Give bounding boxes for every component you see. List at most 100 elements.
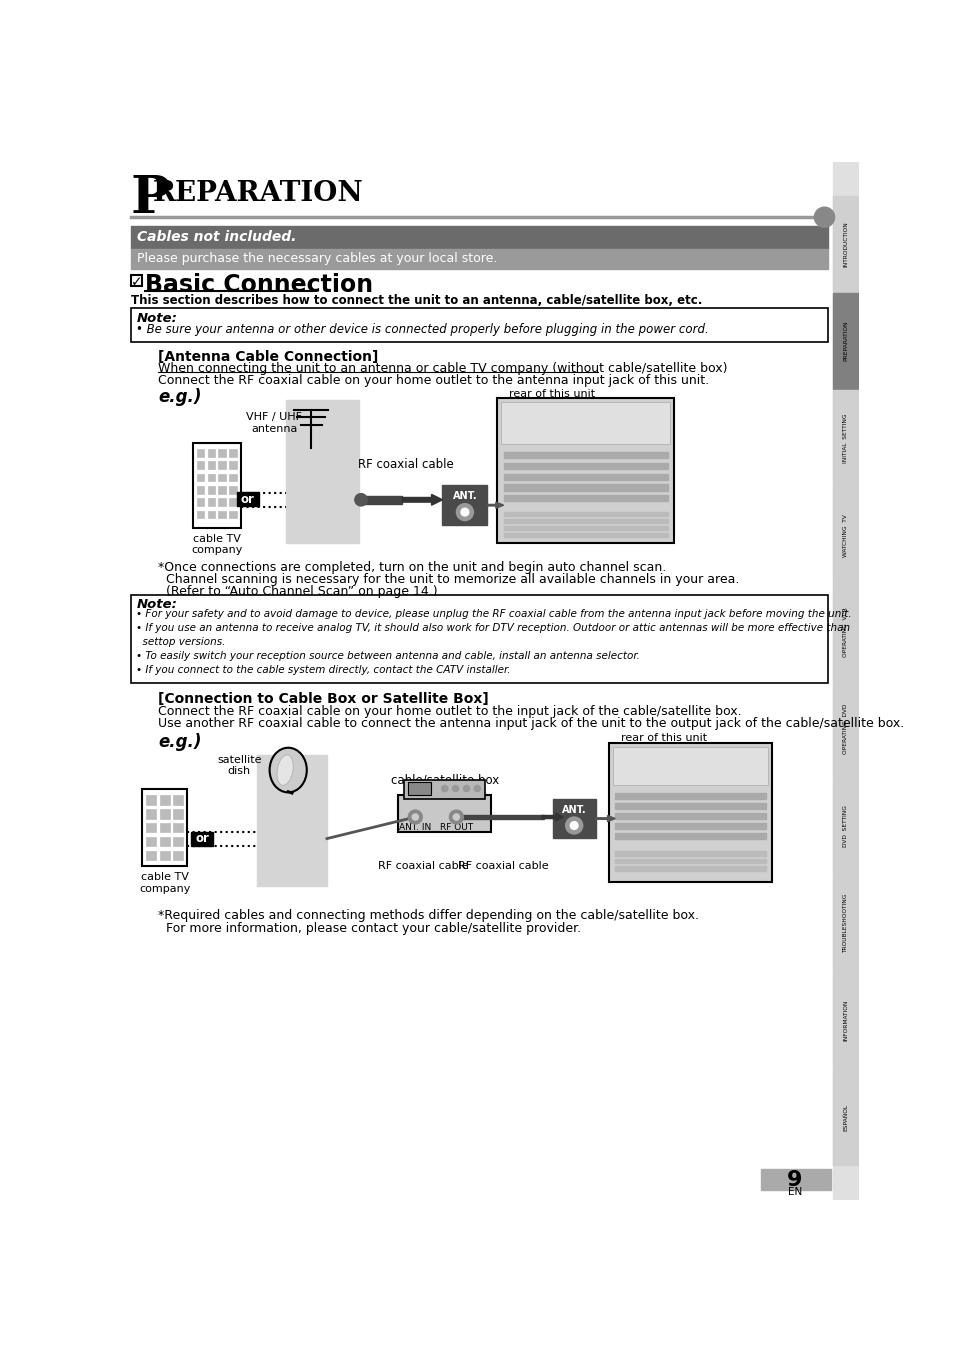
Bar [503,526,667,530]
Bar [832,972,858,1068]
Bar [131,309,827,342]
Text: RF coaxial cable: RF coaxial cable [457,861,548,871]
Text: When connecting the unit to an antenna or cable TV company (without cable/satell: When connecting the unit to an antenna o… [158,363,727,375]
Bar [503,532,667,537]
Bar [172,795,183,805]
Text: TROUBLESHOOTING: TROUBLESHOOTING [842,894,847,953]
Bar [218,461,226,469]
Bar [612,747,767,786]
Bar [832,875,858,971]
Circle shape [412,814,418,820]
Text: *Required cables and connecting methods differ depending on the cable/satellite : *Required cables and connecting methods … [158,909,699,922]
Text: REPARATION: REPARATION [152,181,363,208]
Bar [218,499,226,506]
Bar [159,824,170,833]
Bar [615,867,765,871]
Bar [172,851,183,860]
Text: Basic Connection: Basic Connection [145,274,373,298]
Bar [131,275,142,286]
Bar [208,461,215,469]
Bar [196,461,204,469]
Bar [146,824,156,833]
Bar [503,473,667,480]
Text: 9: 9 [786,1170,801,1190]
Bar [407,782,431,795]
Bar [192,832,213,845]
Bar [146,851,156,860]
Bar [832,487,858,582]
Text: RF OUT: RF OUT [439,824,473,832]
Text: This section describes how to connect the unit to an antenna, cable/satellite bo: This section describes how to connect th… [131,294,701,307]
Ellipse shape [270,748,307,793]
Bar [608,743,771,882]
Text: e.g.): e.g.) [158,388,201,406]
Text: For more information, please contact your cable/satellite provider.: For more information, please contact you… [158,922,580,934]
Bar [229,473,236,481]
Bar [442,485,487,526]
Text: Note:: Note: [136,311,177,325]
Text: INITIAL  SETTING: INITIAL SETTING [842,414,847,462]
Bar [208,449,215,457]
Bar [832,778,858,874]
FancyArrow shape [541,813,562,821]
Text: WATCHING  TV: WATCHING TV [842,514,847,557]
Circle shape [814,208,834,228]
Circle shape [452,786,458,791]
Bar [131,249,827,268]
Bar [503,512,667,516]
Bar [503,519,667,523]
Bar [218,449,226,457]
Bar [832,584,858,679]
Text: • For your safety and to avoid damage to device, please unplug the RF coaxial ca: • For your safety and to avoid damage to… [136,609,851,619]
Bar [832,390,858,485]
Bar [497,398,674,543]
Bar [208,473,215,481]
Text: ESPAÑOL: ESPAÑOL [842,1104,847,1131]
Text: *Once connections are completed, turn on the unit and begin auto channel scan.: *Once connections are completed, turn on… [158,561,665,574]
Bar [229,449,236,457]
Bar [196,473,204,481]
Bar [208,499,215,506]
Bar [229,461,236,469]
Bar [172,837,183,847]
Text: [Connection to Cable Box or Satellite Box]: [Connection to Cable Box or Satellite Bo… [158,692,488,705]
Text: Note:: Note: [136,599,177,612]
Bar [359,496,402,504]
Bar [146,837,156,847]
FancyArrow shape [402,495,442,506]
Bar [257,755,327,886]
Bar [615,813,765,818]
Bar [229,511,236,518]
Text: P: P [131,174,171,224]
Text: INFORMATION: INFORMATION [842,1000,847,1041]
Text: e.g.): e.g.) [158,733,201,751]
Bar [142,790,187,867]
Bar [832,293,858,390]
Text: (Refer to “Auto Channel Scan” on page 14.): (Refer to “Auto Channel Scan” on page 14… [158,585,437,599]
Text: • If you use an antenna to receive analog TV, it should also work for DTV recept: • If you use an antenna to receive analo… [136,623,849,634]
Bar [146,809,156,818]
Bar [229,485,236,493]
Bar [615,851,765,856]
Bar [832,162,858,1200]
Bar [760,1169,830,1190]
Circle shape [463,786,469,791]
Bar [229,499,236,506]
Text: ✓: ✓ [131,275,142,288]
Bar [193,442,241,527]
Text: rear of this unit: rear of this unit [509,390,595,399]
Text: • Be sure your antenna or other device is connected properly before plugging in : • Be sure your antenna or other device i… [136,322,708,336]
Bar [462,814,543,820]
Text: cable/satellite box: cable/satellite box [390,774,498,787]
Text: Channel scanning is necessary for the unit to memorize all available channels in: Channel scanning is necessary for the un… [158,573,739,586]
FancyArrow shape [596,816,615,822]
Bar [218,473,226,481]
Bar [218,511,226,518]
Bar [397,795,491,833]
Bar [196,511,204,518]
Bar [131,594,827,683]
Text: or: or [241,492,254,506]
Text: • To easily switch your reception source between antenna and cable, install an a: • To easily switch your reception source… [136,651,639,661]
Bar [503,484,667,491]
Circle shape [355,493,367,506]
